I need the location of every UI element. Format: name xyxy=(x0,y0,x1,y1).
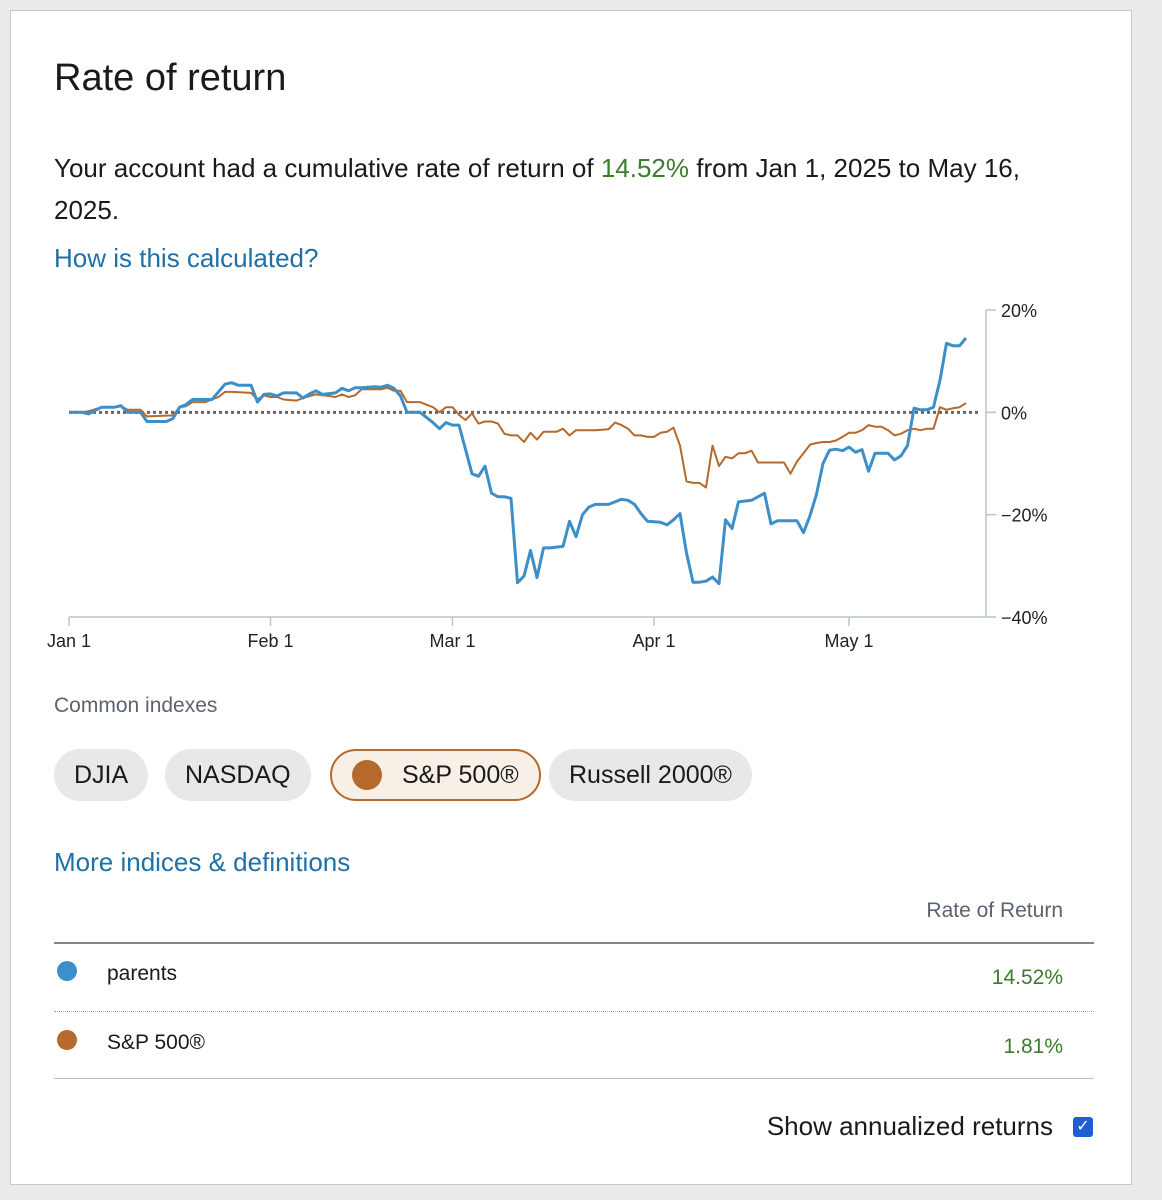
summary-return-value: 14.52% xyxy=(600,153,690,183)
x-tick-label: May 1 xyxy=(824,631,873,651)
common-indexes-label: Common indexes xyxy=(54,694,218,717)
y-tick-label: −20% xyxy=(1001,506,1048,526)
index-pill-label: DJIA xyxy=(74,760,129,789)
rate-of-return-chart: 20% 0% −20% −40% Jan 1 Feb 1 Mar 1 Apr 1 May 1 xyxy=(47,301,1048,651)
row-value-parents: 14.52% xyxy=(991,966,1063,989)
y-tick-label: 0% xyxy=(1001,403,1027,423)
index-pill-sp500[interactable]: S&P 500® xyxy=(330,749,541,801)
summary-suffix: from Jan 1, 2025 to May 16, 2025. xyxy=(54,153,1020,225)
table-header-divider xyxy=(54,942,1094,944)
x-tick-label: Apr 1 xyxy=(632,631,675,651)
series-line-sp500 xyxy=(69,386,967,489)
row-name-sp500: S&P 500® xyxy=(107,1031,205,1054)
x-tick-label: Jan 1 xyxy=(47,631,91,651)
row-name-parents: parents xyxy=(107,962,178,985)
x-tick-label: Mar 1 xyxy=(429,631,475,651)
x-tick-label: Feb 1 xyxy=(247,631,293,651)
rate-of-return-card: Rate of return Your account had a cumula… xyxy=(10,10,1132,1185)
series-line-parents xyxy=(69,337,968,586)
index-pill-nasdaq[interactable]: NASDAQ xyxy=(165,749,311,801)
summary-prefix: Your account had a cumulative rate of re… xyxy=(54,153,594,183)
return-summary: Your account had a cumulative rate of re… xyxy=(54,147,1084,231)
index-pill-label: Russell 2000® xyxy=(569,760,732,789)
y-tick-label: 20% xyxy=(1001,301,1037,321)
rate-of-return-column-header: Rate of Return xyxy=(926,899,1063,922)
page-title: Rate of return xyxy=(54,57,287,99)
more-indices-link[interactable]: More indices & definitions xyxy=(54,847,351,877)
table-bottom-divider xyxy=(54,1078,1094,1079)
index-pill-djia[interactable]: DJIA xyxy=(54,749,149,801)
annualized-returns-toggle[interactable]: Show annualized returns ✓ xyxy=(767,1111,1093,1142)
row-divider xyxy=(54,1011,1094,1012)
index-pill-label: NASDAQ xyxy=(185,760,291,789)
annualized-returns-label: Show annualized returns xyxy=(766,1111,1053,1141)
annualized-returns-checkbox[interactable]: ✓ xyxy=(1073,1116,1093,1137)
parents-color-dot xyxy=(57,961,77,981)
sp500-color-dot xyxy=(352,760,382,790)
row-value-sp500: 1.81% xyxy=(1003,1035,1063,1058)
how-calculated-link[interactable]: How is this calculated? xyxy=(54,243,319,273)
sp500-color-dot xyxy=(57,1030,77,1050)
y-tick-label: −40% xyxy=(1001,608,1048,628)
index-pill-label: S&P 500® xyxy=(402,760,519,789)
index-pill-russell-2000[interactable]: Russell 2000® xyxy=(549,749,752,801)
